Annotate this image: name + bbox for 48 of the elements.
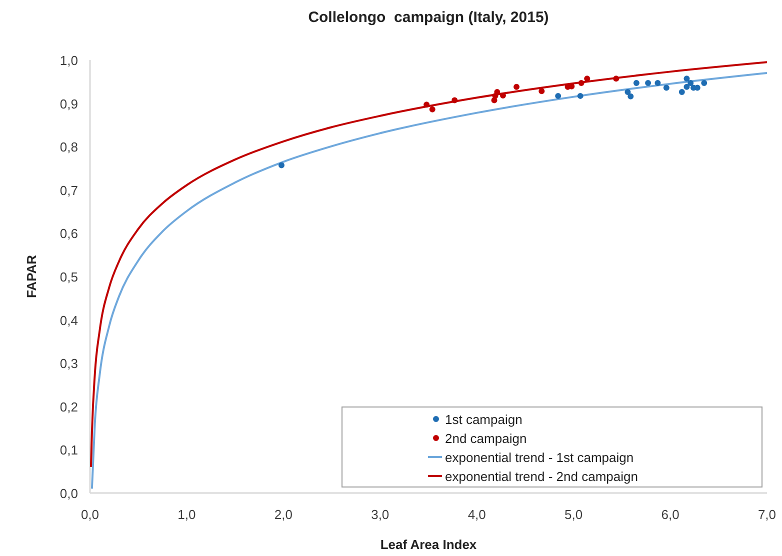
point <box>538 88 545 94</box>
y-tick-label: 0,6 <box>60 226 78 242</box>
point <box>678 89 685 96</box>
y-tick-label: 0,7 <box>60 182 78 198</box>
x-tick-label: 3,0 <box>371 507 390 522</box>
y-tick-label: 0,9 <box>60 96 78 112</box>
point <box>424 102 430 108</box>
legend-label: 2nd campaign <box>445 431 527 446</box>
y-tick-label: 0,0 <box>60 486 78 501</box>
point <box>514 84 520 90</box>
y-tick-label: 1,0 <box>60 53 78 68</box>
point <box>701 80 708 86</box>
point <box>688 80 694 86</box>
x-tick-label: 6,0 <box>661 507 680 522</box>
y-tick-label: 0,1 <box>60 442 78 458</box>
x-tick-label: 1,0 <box>178 507 196 522</box>
point <box>555 92 562 99</box>
point <box>429 106 436 112</box>
point <box>633 80 640 86</box>
point <box>684 84 690 90</box>
x-tick-label: 4,0 <box>468 507 486 522</box>
point <box>500 92 506 99</box>
point <box>628 93 634 100</box>
y-tick-label: 0,2 <box>60 399 78 414</box>
legend-label: exponential trend - 1st campaign <box>445 450 634 465</box>
y-tick-label: 0,5 <box>60 270 78 284</box>
point <box>624 89 631 96</box>
point <box>684 76 690 82</box>
legend-label: exponential trend - 2nd campaign <box>445 469 638 484</box>
legend-label: 1st campaign <box>445 412 522 427</box>
y-tick-label: 0,3 <box>60 356 78 372</box>
point <box>613 76 620 82</box>
point <box>645 80 652 86</box>
y-tick-label: 0,8 <box>60 140 78 155</box>
point <box>663 84 670 91</box>
y-axis-title: FAPAR <box>24 254 39 298</box>
y-tick-label: 0,4 <box>60 312 78 328</box>
x-tick-label: 5,0 <box>564 507 583 522</box>
point <box>452 97 458 104</box>
x-tick-label: 2,0 <box>274 507 292 522</box>
x-tick-label: 7,0 <box>758 507 776 522</box>
point <box>577 92 584 99</box>
point <box>578 80 584 86</box>
chart-title: Collelongo campaign (Italy, 2015) <box>308 9 549 26</box>
point <box>654 80 661 86</box>
point <box>278 162 284 168</box>
x-tick-label: 0,0 <box>80 507 100 522</box>
x-axis-title: Leaf Area Index <box>380 537 478 552</box>
